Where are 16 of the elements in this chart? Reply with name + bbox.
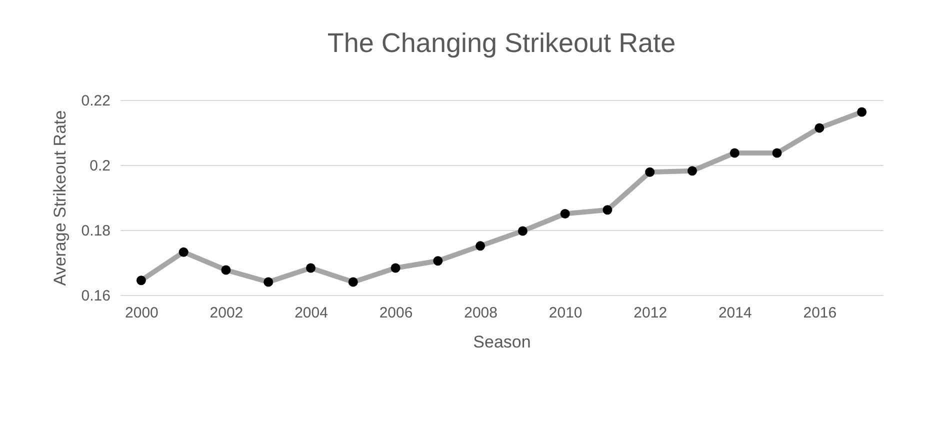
y-tick-label: 0.16 [81,288,110,304]
x-tick-label: 2016 [803,304,837,322]
chart-title: The Changing Strikeout Rate [327,28,676,58]
y-axis-title: Average Strikeout Rate [50,110,70,286]
x-tick-label: 2012 [634,304,668,322]
y-tick-label: 0.22 [81,92,110,110]
x-axis-title: Season [473,332,531,352]
x-tick-label: 2000 [125,304,158,322]
x-tick-label: 2004 [294,304,328,322]
x-tick-label: 2014 [718,304,752,322]
x-tick-label: 2002 [210,304,244,322]
x-tick-label: 2010 [548,304,582,322]
y-tick-label: 0.2 [90,158,110,174]
x-tick-label: 2008 [464,304,498,322]
y-tick-label: 0.18 [81,222,110,240]
x-tick-label: 2006 [379,304,413,322]
